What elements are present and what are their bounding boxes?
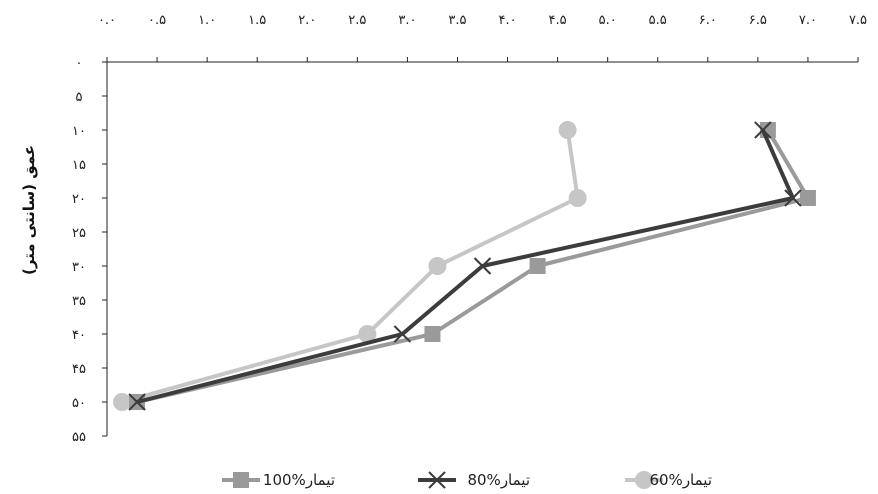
data-point [530,258,546,274]
series-line [122,130,578,402]
x-tick-label: ۵.۵ [649,13,667,28]
series-0 [129,122,816,410]
y-tick-label: ۲۰ [72,192,86,207]
y-tick-label: ۰ [76,56,83,71]
x-tick-label: ۰.۵ [148,13,166,28]
legend-item-1: 80%تیمار [418,471,530,489]
series-line [137,130,808,402]
y-tick-label: ۵ [76,90,83,105]
y-tick-label: ۱۵ [72,158,86,173]
y-tick-label: ۳۰ [72,260,86,275]
data-point [569,189,587,207]
legend: 100%تیمار 80%تیمار 60%تیمار [222,471,712,489]
y-tick-label: ۱۰ [72,124,86,139]
legend-marker [233,472,249,488]
y-tick-label: ۴۵ [72,362,86,377]
series-layer [113,121,816,411]
data-point [559,121,577,139]
x-tick-label: ۳.۵ [448,13,466,28]
data-point [428,257,446,275]
y-tick-label: ۲۵ [72,226,86,241]
x-tick-label: ۳.۰ [398,13,416,28]
y-axis: ۰ ۵ ۱۰ ۱۵ ۲۰ ۲۵ ۳۰ ۳۵ ۴۰ ۴۵ ۵۰ ۵۵ [72,56,107,445]
x-tick-label: ۵.۰ [599,13,617,28]
legend-label: 80%تیمار [467,471,530,489]
y-tick-label: ۵۵ [72,430,86,445]
x-tick-label: ۲.۰ [298,13,316,28]
x-tick-label: ۴.۵ [549,13,567,28]
x-tick-label: ۶.۵ [749,13,767,28]
y-tick-label: ۵۰ [72,396,86,411]
data-point [424,326,440,342]
legend-label: 100%تیمار [263,471,335,489]
x-tick-label: ۷.۰ [799,13,817,28]
y-tick-label: ۴۰ [72,328,86,343]
y-axis-label: عمق (سانتی متر) [20,145,38,275]
data-point [800,190,816,206]
x-tick-label: ۷.۵ [849,13,867,28]
series-2 [113,121,587,411]
x-axis: ۰.۰ ۰.۵ ۱.۰ ۱.۵ ۲.۰ ۲.۵ ۳.۰ ۳.۵ ۴.۰ ۴.۵ ۵.۰ ۵.۵ ۶.۰ ۶… [98,13,867,62]
legend-item-0: 100%تیمار [222,471,335,489]
x-tick-label: ۱.۰ [198,13,216,28]
series-1 [129,122,801,410]
legend-item-2: 60%تیمار [625,471,712,489]
x-tick-label: ۰.۰ [98,13,116,28]
x-tick-label: ۱.۵ [248,13,266,28]
x-tick-label: ۲.۵ [348,13,366,28]
series-line [137,130,793,402]
y-tick-label: ۳۵ [72,294,86,309]
x-tick-label: ۶.۰ [699,13,717,28]
x-tick-label: ۴.۰ [498,13,516,28]
legend-label: 60%تیمار [649,471,712,489]
data-point [113,393,131,411]
